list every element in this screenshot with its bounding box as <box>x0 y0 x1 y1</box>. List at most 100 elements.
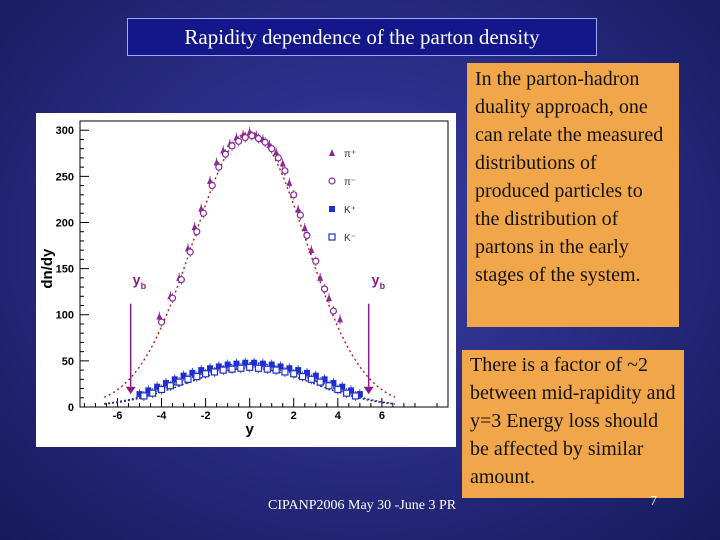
data-point <box>334 385 342 394</box>
data-point <box>224 361 231 368</box>
slide-title: Rapidity dependence of the parton densit… <box>184 24 540 49</box>
data-point <box>301 224 308 232</box>
data-point <box>290 370 298 378</box>
data-point <box>228 142 236 150</box>
data-point <box>303 369 310 376</box>
beam-rapidity-label: y <box>372 271 380 287</box>
data-point <box>268 145 276 153</box>
data-point <box>175 378 183 386</box>
data-point <box>329 307 338 315</box>
y-tick-label: 100 <box>56 310 74 322</box>
legend-label: K⁺ <box>344 205 356 216</box>
x-axis-label: y <box>246 421 255 438</box>
y-tick-label: 200 <box>56 217 74 229</box>
data-point <box>348 387 355 394</box>
data-point <box>193 228 201 236</box>
data-point <box>186 248 194 256</box>
data-point <box>157 318 166 326</box>
data-point <box>233 360 240 367</box>
explanation-note-text: In the parton-hadron duality approach, o… <box>475 68 664 286</box>
data-point <box>281 167 289 175</box>
data-point <box>237 364 245 372</box>
data-point <box>210 368 219 376</box>
legend-label: π⁺ <box>344 149 356 160</box>
data-point <box>246 363 254 371</box>
legend-marker <box>328 177 336 185</box>
data-point <box>337 315 344 323</box>
factor-note: There is a factor of ~2 between mid-rapi… <box>462 350 684 498</box>
data-point <box>221 150 230 158</box>
data-point <box>166 382 174 390</box>
x-tick-label: 0 <box>247 410 253 422</box>
data-point <box>296 211 304 219</box>
data-point <box>330 380 337 387</box>
data-point <box>149 389 157 397</box>
explanation-note: In the parton-hadron duality approach, o… <box>467 63 679 327</box>
data-point <box>154 383 161 390</box>
data-point <box>343 389 351 397</box>
data-point <box>325 382 333 390</box>
data-point <box>241 134 249 142</box>
data-point <box>215 163 223 171</box>
data-point <box>261 138 269 146</box>
y-tick-label: 250 <box>56 171 74 183</box>
data-point <box>156 312 163 320</box>
slide-title-box: Rapidity dependence of the parton densit… <box>127 18 597 56</box>
y-axis-label: dn/dy <box>39 248 56 289</box>
data-point <box>189 369 196 376</box>
x-tick-label: 2 <box>291 410 297 422</box>
y-tick-label: 150 <box>56 264 74 276</box>
data-point <box>274 154 282 162</box>
data-point <box>273 148 280 156</box>
data-point <box>339 383 346 390</box>
data-point <box>298 372 307 381</box>
data-point <box>272 366 280 374</box>
data-point <box>199 209 208 217</box>
chart-panel: 0 50 100 150 200 250 300 -6 -4 -2 0 2 4 6 y dn/dy π⁺ π⁻ K⁺… <box>36 113 456 447</box>
data-point <box>254 134 263 143</box>
data-point <box>295 205 302 213</box>
data-point <box>228 365 236 373</box>
legend-marker <box>328 233 336 241</box>
x-tick-label: -6 <box>113 410 123 422</box>
data-point <box>290 191 298 199</box>
legend-label: π⁻ <box>344 177 356 188</box>
x-tick-label: 4 <box>335 410 342 422</box>
x-tick-label: -2 <box>201 410 211 422</box>
data-point <box>251 359 258 366</box>
data-point <box>162 380 169 387</box>
data-point <box>279 159 286 167</box>
data-point <box>208 181 216 190</box>
data-point <box>303 231 311 240</box>
data-point <box>180 372 187 379</box>
data-point <box>177 276 185 284</box>
data-point <box>307 375 315 383</box>
data-point <box>202 370 210 378</box>
data-point <box>198 367 205 374</box>
legend-label: K⁻ <box>344 233 356 244</box>
data-point <box>317 273 324 281</box>
data-point <box>320 285 329 293</box>
data-point <box>263 365 271 373</box>
beam-rapidity-label: y <box>133 271 141 287</box>
data-point <box>277 363 284 370</box>
rapidity-chart: 0 50 100 150 200 250 300 -6 -4 -2 0 2 4 6 y dn/dy π⁺ π⁻ K⁺… <box>39 120 449 438</box>
beam-rapidity-arrowhead <box>125 386 136 395</box>
data-point <box>171 376 178 383</box>
data-point <box>242 359 249 366</box>
footer-text: CIPANP2006 May 30 -June 3 PR <box>268 498 457 513</box>
data-point <box>295 367 302 374</box>
data-point <box>286 178 293 186</box>
data-point <box>326 294 333 302</box>
y-tick-label: 0 <box>68 402 74 414</box>
data-point <box>168 294 177 302</box>
data-point <box>219 366 227 374</box>
data-point <box>248 132 256 140</box>
data-point <box>286 365 293 372</box>
data-point <box>316 378 324 386</box>
beam-rapidity-arrowhead <box>363 386 374 395</box>
legend-marker <box>329 206 335 212</box>
data-point <box>157 385 166 394</box>
data-point <box>321 376 328 383</box>
data-point <box>235 137 243 145</box>
